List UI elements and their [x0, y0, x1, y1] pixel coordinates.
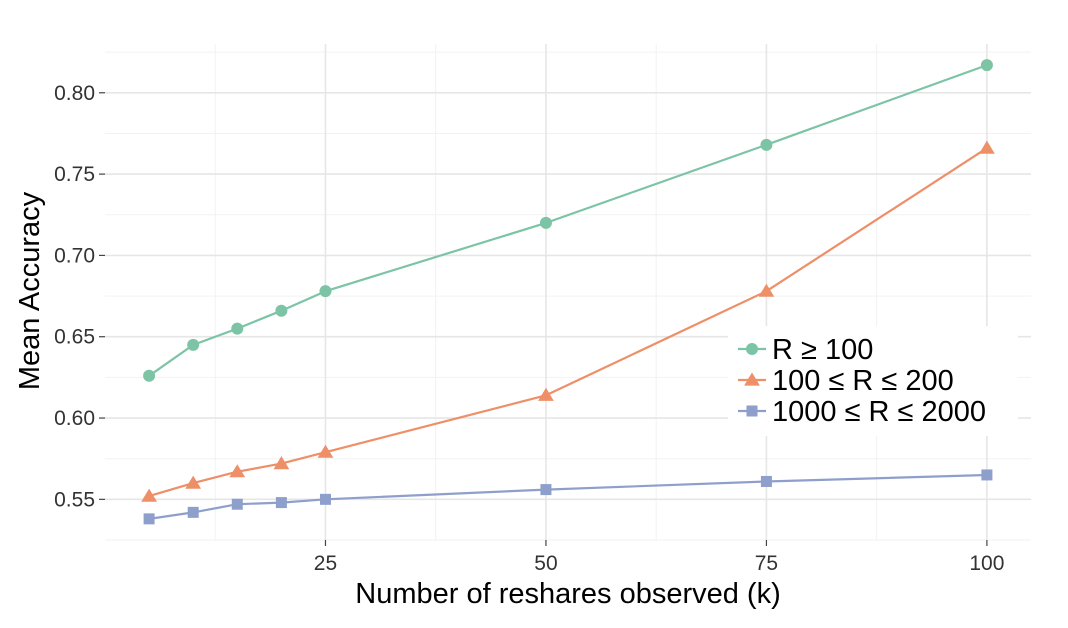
series-3-point	[319, 493, 331, 505]
y-tick-label: 0.60	[54, 407, 95, 430]
y-tick-label: 0.70	[54, 244, 95, 267]
series-2-point	[538, 387, 554, 401]
series-lines	[148, 64, 988, 520]
series-3-point	[143, 513, 155, 525]
series-3-point	[275, 497, 287, 509]
x-axis-title: Number of reshares observed (k)	[355, 578, 781, 610]
x-axis-ticks: 25 50 75 100	[314, 540, 1004, 575]
series-1-point	[539, 216, 552, 229]
series-1-point	[275, 304, 288, 317]
series-2-point	[141, 488, 157, 502]
series-2-point	[317, 444, 334, 458]
series-1-point	[760, 138, 773, 151]
legend-label: 100 ≤ R ≤ 200	[772, 365, 954, 397]
series-2-point	[979, 140, 995, 154]
x-tick-label: 75	[755, 552, 778, 575]
x-tick-label: 50	[534, 552, 557, 575]
legend-label: R ≥ 100	[772, 334, 873, 366]
series-3-point	[981, 469, 993, 481]
series-3-point	[540, 484, 552, 496]
series-1-point	[319, 285, 332, 298]
series-line-3	[148, 473, 987, 520]
legend-label: 1000 ≤ R ≤ 2000	[772, 396, 986, 428]
y-tick-label: 0.65	[54, 326, 95, 349]
series-1-point	[143, 369, 156, 382]
legend-key-marker	[746, 343, 758, 355]
series-1-point	[231, 322, 244, 335]
series-3-point	[760, 475, 772, 487]
series-2-point	[185, 475, 202, 489]
series-line-2	[148, 147, 988, 498]
x-tick-label: 100	[969, 552, 1004, 575]
series-1-point	[980, 59, 993, 72]
legend-key-marker	[746, 405, 758, 417]
series-2-point	[273, 456, 290, 470]
series-3-point	[231, 498, 243, 510]
series-line-1	[148, 64, 988, 377]
series-markers	[141, 59, 995, 525]
x-tick-label: 25	[314, 552, 337, 575]
series-2-point	[229, 464, 246, 478]
y-axis-ticks: 0.55 0.60 0.65 0.70 0.75 0.80	[54, 82, 105, 511]
series-3-point	[187, 506, 199, 518]
y-tick-label: 0.55	[54, 488, 95, 511]
y-tick-label: 0.80	[54, 82, 95, 105]
y-axis-title: Mean Accuracy	[14, 191, 46, 390]
plot-background	[105, 44, 1031, 540]
y-tick-label: 0.75	[54, 163, 95, 186]
series-2-point	[758, 283, 775, 297]
legend-key-marker	[744, 372, 760, 386]
series-1-point	[187, 338, 200, 351]
legend-background	[728, 326, 1018, 436]
